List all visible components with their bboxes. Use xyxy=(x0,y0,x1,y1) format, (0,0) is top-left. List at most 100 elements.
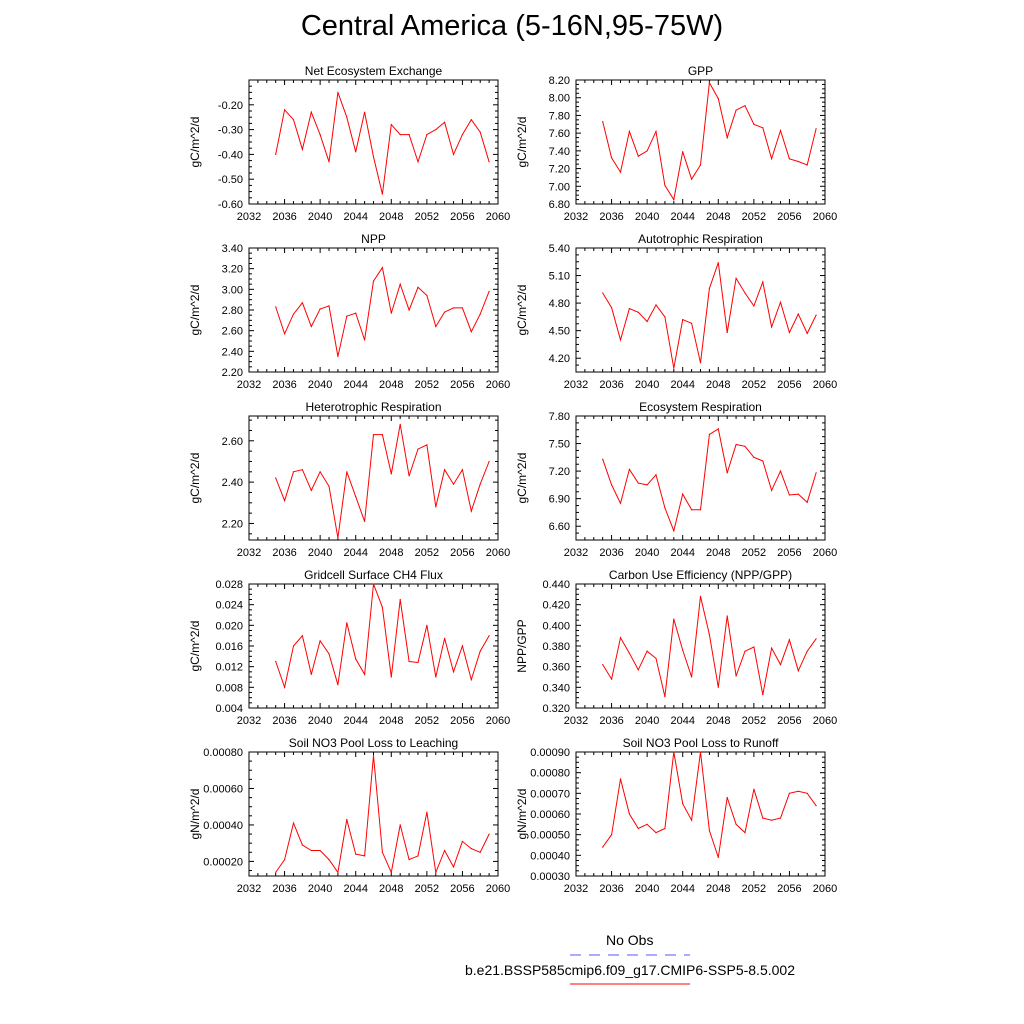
x-tick-label: 2044 xyxy=(343,715,367,727)
data-point xyxy=(611,157,613,159)
data-point xyxy=(275,871,277,874)
x-tick-label: 2052 xyxy=(742,379,766,391)
data-point xyxy=(726,615,728,617)
chart-panel-8: Carbon Use Efficiency (NPP/GPP) NPP/GPP 20… xyxy=(515,568,837,727)
data-point xyxy=(699,751,702,753)
data-point xyxy=(655,130,657,132)
data-point xyxy=(699,164,702,166)
data-point xyxy=(637,311,639,313)
data-point xyxy=(399,283,401,285)
data-point xyxy=(806,650,808,652)
data-point xyxy=(355,312,357,314)
x-tick-label: 2032 xyxy=(564,547,588,559)
data-point xyxy=(444,469,446,471)
data-point xyxy=(301,844,303,846)
series-line xyxy=(275,266,490,357)
data-point xyxy=(470,679,472,681)
x-tick-label: 2056 xyxy=(450,715,474,727)
x-tick-label: 2036 xyxy=(599,715,623,727)
data-point xyxy=(435,129,437,131)
data-point xyxy=(372,280,375,282)
x-tick-label: 2056 xyxy=(777,547,801,559)
series-line xyxy=(602,428,817,533)
data-point xyxy=(292,119,295,121)
y-tick-label: 0.00040 xyxy=(530,850,570,862)
data-point xyxy=(355,151,357,153)
x-tick-label: 2036 xyxy=(272,715,296,727)
y-tick-label: 7.60 xyxy=(549,128,570,140)
y-axis-label: gC/m^2/d xyxy=(188,285,202,336)
series-line xyxy=(275,755,490,875)
data-point xyxy=(364,111,366,113)
y-tick-label: 0.020 xyxy=(215,620,243,632)
data-point xyxy=(682,493,684,495)
panel-title: Autotrophic Respiration xyxy=(638,232,763,246)
panel-title: Ecosystem Respiration xyxy=(639,400,762,414)
data-point xyxy=(744,445,746,447)
data-point xyxy=(479,131,481,133)
x-tick-label: 2048 xyxy=(706,547,730,559)
x-tick-label: 2044 xyxy=(343,547,367,559)
y-tick-label: 0.00030 xyxy=(530,871,570,883)
y-tick-label: 0.00040 xyxy=(203,820,243,832)
data-point xyxy=(691,509,693,511)
x-tick-label: 2052 xyxy=(742,883,766,895)
data-point xyxy=(435,506,437,508)
y-tick-label: 6.80 xyxy=(549,199,570,211)
data-point xyxy=(310,849,312,852)
y-axis-label: gC/m^2/d xyxy=(188,117,202,168)
data-point xyxy=(390,473,392,475)
x-tick-label: 2040 xyxy=(635,883,659,895)
data-point xyxy=(337,684,339,686)
data-point xyxy=(479,313,481,315)
panel-title: Soil NO3 Pool Loss to Runoff xyxy=(623,736,780,750)
x-tick-label: 2048 xyxy=(706,883,730,895)
data-point xyxy=(328,653,330,655)
data-point xyxy=(771,819,773,821)
x-tick-label: 2032 xyxy=(237,211,261,223)
chart-panel-2: GPP gC/m^2/d 2032 2036 2040 2044 2048 2052 2056 2… xyxy=(515,64,837,223)
data-point xyxy=(797,790,799,792)
y-tick-label: 0.400 xyxy=(542,620,570,632)
y-tick-label: 5.10 xyxy=(549,271,570,283)
data-point xyxy=(390,676,392,678)
x-tick-label: 2040 xyxy=(308,211,332,223)
panel-title: GPP xyxy=(688,64,713,78)
data-point xyxy=(337,355,339,358)
data-point xyxy=(682,151,684,153)
data-point xyxy=(435,325,437,328)
x-tick-label: 2056 xyxy=(450,547,474,559)
data-point xyxy=(602,846,604,848)
y-tick-label: 5.40 xyxy=(549,243,570,255)
data-point xyxy=(708,287,711,289)
y-tick-label: 0.024 xyxy=(215,600,243,612)
data-point xyxy=(461,307,463,309)
data-point xyxy=(364,339,366,341)
y-tick-label: 7.40 xyxy=(549,146,570,158)
plot-frame xyxy=(248,751,499,877)
data-point xyxy=(452,307,455,309)
plot-frame xyxy=(248,247,499,373)
data-point xyxy=(762,281,764,283)
data-point xyxy=(417,448,419,450)
data-point xyxy=(381,606,383,608)
x-tick-label: 2056 xyxy=(450,379,474,391)
data-point xyxy=(275,660,277,663)
y-tick-label: 7.20 xyxy=(549,466,570,478)
x-tick-label: 2052 xyxy=(415,883,439,895)
data-point xyxy=(328,859,330,861)
data-point xyxy=(372,583,375,585)
data-point xyxy=(717,98,719,100)
data-point xyxy=(717,262,719,264)
series-line xyxy=(602,751,817,858)
y-tick-label: 0.440 xyxy=(542,579,570,591)
series-line xyxy=(602,262,817,369)
x-tick-label: 2044 xyxy=(343,211,367,223)
x-tick-label: 2056 xyxy=(777,715,801,727)
plot-frame xyxy=(575,415,826,541)
x-tick-label: 2044 xyxy=(343,883,367,895)
data-point xyxy=(452,866,455,868)
y-tick-label: 4.50 xyxy=(549,326,570,338)
x-tick-label: 2060 xyxy=(813,715,837,727)
